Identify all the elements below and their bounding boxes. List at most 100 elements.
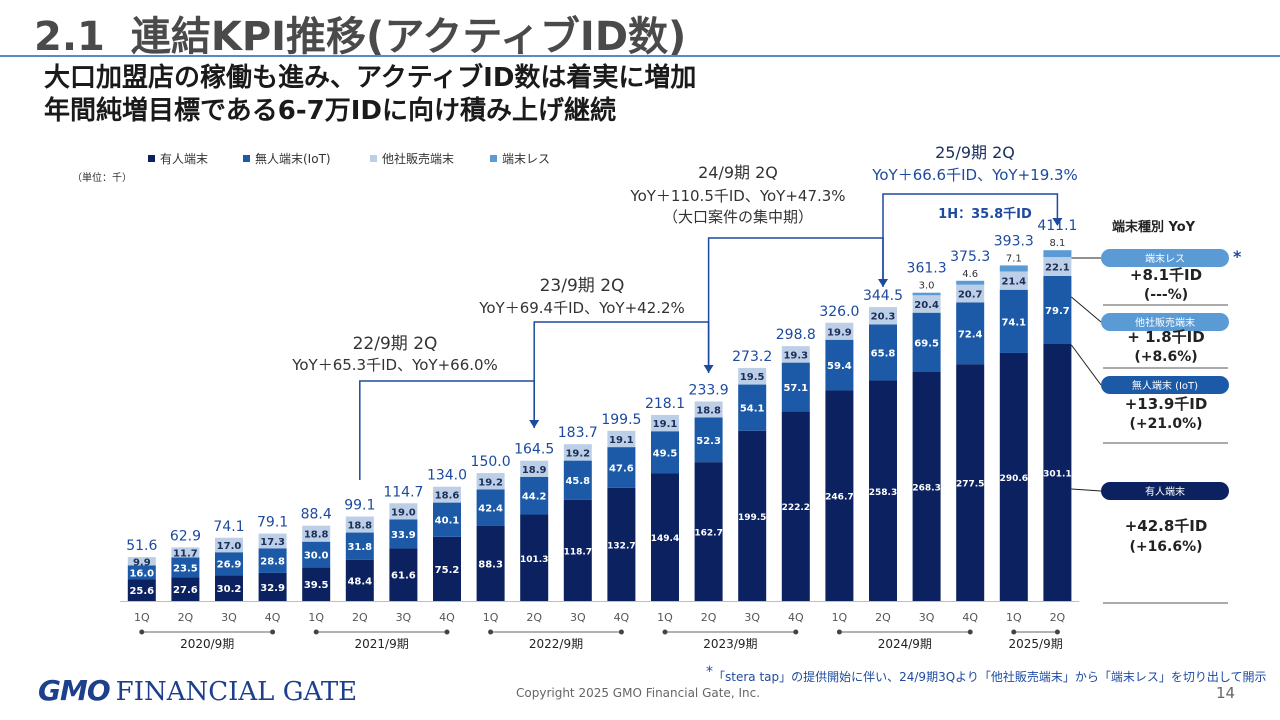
bar-total-label: 273.2 (732, 349, 772, 365)
bar-value-label: 42.4 (478, 504, 503, 515)
callout-arrowhead (1052, 218, 1063, 226)
bar-segment (563, 444, 592, 461)
bar-segment (520, 476, 549, 515)
bar-segment (912, 312, 941, 373)
bar-value-label: 57.1 (783, 383, 808, 394)
callout-note: （大口案件の集中期） (663, 208, 813, 226)
panel-value: +42.8千ID (1125, 517, 1208, 535)
panel-pill (1101, 313, 1229, 331)
bar-segment (345, 532, 374, 560)
bar-value-label: 88.3 (478, 559, 503, 570)
panel-pill-label: 有人端末 (1145, 485, 1185, 498)
bar-value-label: 27.6 (173, 585, 198, 596)
bar-segment (651, 414, 679, 432)
legend-label-3: 端末レス (502, 152, 550, 166)
bar-segment (389, 519, 418, 549)
bar-segment (520, 514, 549, 601)
bar-value-label: 22.1 (1045, 263, 1070, 274)
bar-value-label: 199.5 (738, 513, 766, 523)
callout-detail: YoY＋65.3千ID、YoY+66.0% (291, 356, 498, 374)
x-tick-label: 2Q (352, 611, 368, 624)
bar-value-label: 40.1 (435, 516, 460, 527)
bar-total-label: 150.0 (471, 454, 511, 470)
bar-value-label: 74.1 (1001, 317, 1026, 328)
legend-label-0: 有人端末 (160, 152, 208, 166)
bar-segment (825, 390, 854, 601)
logo-financial-gate: FINANCIAL GATE (115, 677, 358, 707)
bar-value-label: 17.3 (260, 537, 285, 548)
bar-total-label: 74.1 (213, 519, 244, 535)
bar-value-label: 44.2 (522, 492, 547, 503)
bar-segment (1043, 250, 1072, 258)
bar-total-label: 114.7 (383, 484, 423, 500)
bar-segment (345, 559, 374, 601)
subtitle-line-2: 年間純増目標である6-7万IDに向け積み上げ継続 (44, 96, 616, 126)
bar-total-label: 164.5 (514, 442, 554, 458)
bar-value-label: 28.8 (260, 557, 285, 568)
bar-value-label: 290.6 (1000, 474, 1028, 484)
bar-segment (1043, 275, 1072, 345)
x-tick-label: 2Q (526, 611, 542, 624)
bar-segment (476, 489, 505, 526)
bar-value-label: 18.8 (304, 530, 329, 541)
bar-segment (258, 533, 287, 549)
x-tick-label: 2Q (178, 611, 194, 624)
bar-value-label: 30.2 (217, 584, 242, 595)
bar-segment (694, 417, 723, 463)
bar-total-label: 79.1 (257, 515, 288, 531)
bar-value-label: 69.5 (914, 338, 939, 349)
footnote-text: 「stera tap」の提供開始に伴い、24/9期3Qより「他社販売端末」から「… (713, 670, 1267, 684)
bar-value-label: 39.5 (304, 580, 329, 591)
bar-total-label: 199.5 (601, 412, 641, 428)
bar-segment (956, 280, 985, 285)
fiscal-year-dot (967, 629, 973, 635)
bar-total-label: 375.3 (950, 249, 990, 265)
callout-period: 24/9期 2Q (698, 163, 778, 182)
callout-period: 22/9期 2Q (353, 334, 438, 354)
fiscal-year-label: 2025/9期 (1008, 637, 1062, 651)
x-tick-label: 1Q (1006, 611, 1022, 624)
bar-segment (781, 411, 810, 601)
x-tick-label: 4Q (788, 611, 804, 624)
bar-segment (912, 372, 941, 601)
bar-value-label: 32.9 (260, 583, 285, 594)
bar-segment (999, 271, 1028, 290)
terminal-less-value: 4.6 (962, 269, 978, 280)
bar-segment (738, 384, 767, 431)
bar-value-label: 19.1 (653, 419, 678, 430)
logo-gmo: GMO (38, 674, 111, 707)
bar-segment (869, 307, 897, 325)
bar-segment (956, 284, 985, 303)
x-tick-label: 4Q (614, 611, 630, 624)
bar-total-label: 233.9 (689, 382, 729, 398)
bar-segment (389, 548, 418, 601)
bar-value-label: 72.4 (958, 329, 983, 340)
panel-percent: (+8.6%) (1134, 349, 1197, 365)
bar-value-label: 61.6 (391, 571, 416, 582)
x-tick-label: 4Q (439, 611, 455, 624)
fiscal-year-dot (444, 629, 450, 635)
bar-total-label: 393.3 (994, 233, 1034, 249)
fiscal-year-dot (793, 629, 799, 635)
copyright: Copyright 2025 GMO Financial Gate, Inc. (516, 686, 761, 700)
bar-segment (563, 499, 592, 601)
legend-swatch-0 (148, 155, 155, 162)
bar-segment (825, 322, 854, 340)
fiscal-year-label: 2024/9期 (878, 637, 932, 651)
bar-value-label: 18.8 (347, 521, 372, 532)
fiscal-year-dot (488, 629, 494, 635)
x-tick-label: 1Q (134, 611, 150, 624)
bar-segment (127, 565, 156, 580)
bar-segment (302, 541, 331, 568)
fiscal-year-dot (313, 629, 319, 635)
bar-value-label: 19.9 (827, 327, 852, 338)
legend-swatch-2 (370, 155, 377, 162)
bar-total-label: 344.5 (863, 288, 903, 304)
section-number: 2.1 (34, 14, 105, 60)
bar-total-label: 99.1 (344, 498, 375, 514)
bar-segment (912, 292, 941, 296)
bar-segment (999, 289, 1028, 353)
callout-detail: YoY＋69.4千ID、YoY+42.2% (478, 299, 685, 317)
right-panel-title: 端末種別 YoY (1112, 219, 1196, 235)
x-tick-label: 2Q (701, 611, 717, 624)
